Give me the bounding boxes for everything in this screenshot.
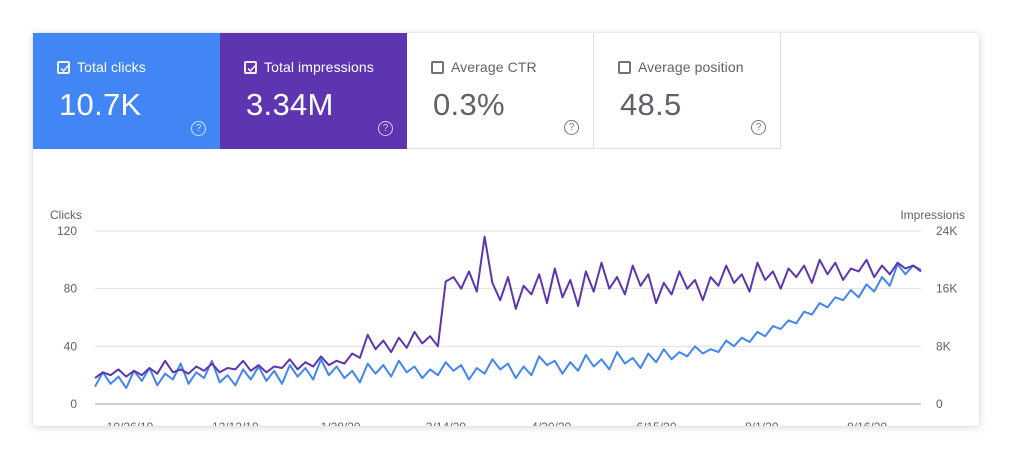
- metric-label: Total clicks: [77, 59, 146, 75]
- right-tick-label: 24K: [936, 224, 957, 238]
- help-circle-icon[interactable]: ?: [191, 121, 206, 136]
- axis-ticks: 0 0 40 8K 80 16K 120 24K 10/26/19 12/12/19 1/28/20…: [57, 224, 957, 426]
- metric-value: 48.5: [620, 87, 682, 122]
- impressions-series-line: [94, 235, 922, 379]
- metric-header: Average CTR: [431, 59, 537, 75]
- metric-label: Average CTR: [451, 59, 537, 75]
- performance-chart: Clicks Impressions 0 0 40 8K 80 16K 120 24K 10/2…: [50, 208, 965, 426]
- metric-total-impressions[interactable]: Total impressions 3.34M ?: [220, 33, 407, 149]
- left-tick-label: 40: [64, 339, 78, 353]
- metric-value: 10.7K: [59, 87, 142, 122]
- clicks-series-line: [94, 263, 922, 390]
- x-tick-label: 9/16/20: [847, 420, 887, 426]
- x-tick-label: 6/15/20: [636, 420, 676, 426]
- x-tick-label: 3/14/20: [426, 420, 466, 426]
- metric-label: Total impressions: [264, 59, 374, 75]
- help-circle-icon[interactable]: ?: [564, 120, 579, 135]
- left-tick-label: 0: [70, 397, 77, 411]
- metric-value: 0.3%: [433, 87, 505, 122]
- metric-tabs: Total clicks 10.7K ? Total impressions 3…: [33, 33, 781, 149]
- x-tick-label: 12/12/19: [212, 420, 259, 426]
- right-tick-label: 0: [936, 397, 943, 411]
- metric-label: Average position: [638, 59, 744, 75]
- metric-value: 3.34M: [246, 87, 334, 122]
- metric-header: Total impressions: [244, 59, 374, 75]
- left-tick-label: 120: [57, 224, 77, 238]
- x-tick-label: 8/1/20: [745, 420, 779, 426]
- right-tick-label: 8K: [936, 339, 951, 353]
- series-lines: [94, 235, 922, 390]
- metric-header: Average position: [618, 59, 744, 75]
- right-tick-label: 16K: [936, 282, 957, 296]
- checkbox-icon[interactable]: [57, 60, 70, 74]
- checkbox-icon[interactable]: [244, 60, 257, 74]
- metric-average-position[interactable]: Average position 48.5 ?: [594, 33, 781, 149]
- left-axis-label: Clicks: [50, 208, 82, 222]
- metric-total-clicks[interactable]: Total clicks 10.7K ?: [33, 33, 220, 149]
- performance-card: Total clicks 10.7K ? Total impressions 3…: [33, 33, 979, 426]
- right-axis-label: Impressions: [900, 208, 965, 222]
- checkbox-icon[interactable]: [431, 60, 444, 74]
- checkbox-icon[interactable]: [618, 60, 631, 74]
- gridlines: [95, 230, 921, 405]
- x-tick-label: 10/26/19: [107, 420, 154, 426]
- help-circle-icon[interactable]: ?: [378, 121, 393, 136]
- help-circle-icon[interactable]: ?: [751, 120, 766, 135]
- metric-header: Total clicks: [57, 59, 146, 75]
- left-tick-label: 80: [64, 282, 78, 296]
- x-tick-label: 4/30/20: [531, 420, 571, 426]
- x-tick-label: 1/28/20: [321, 420, 361, 426]
- metric-average-ctr[interactable]: Average CTR 0.3% ?: [407, 33, 594, 149]
